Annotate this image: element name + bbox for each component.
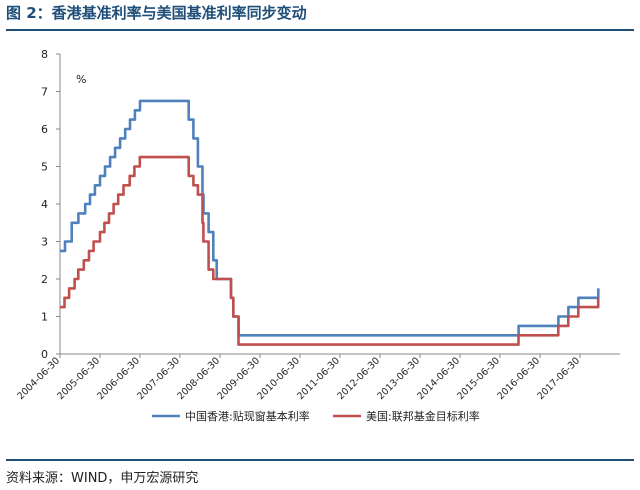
source-note: 资料来源：WIND，申万宏源研究 <box>6 471 199 486</box>
source-rule <box>6 459 634 461</box>
legend-label-2: 美国:联邦基金目标利率 <box>366 409 480 423</box>
y-tick-label: 5 <box>41 161 48 174</box>
y-tick-label: 0 <box>41 348 48 361</box>
rate-line-chart: 0 1 2 3 4 5 6 7 8 2004-06-302005-06-302006-06-30… <box>15 48 620 423</box>
title-rule <box>6 29 634 31</box>
y-tick-label: 3 <box>41 236 48 249</box>
y-tick-label: 7 <box>41 86 48 99</box>
series-line-1 <box>60 99 600 337</box>
x-tick-label: 2017-06-30 <box>535 355 582 402</box>
y-tick-label: 8 <box>41 48 48 61</box>
series-line-2 <box>60 155 600 346</box>
y-axis: 0 1 2 3 4 5 6 7 8 <box>41 48 61 361</box>
chart-legend: 中国香港:贴现窗基本利率 美国:联邦基金目标利率 <box>152 409 480 423</box>
series-layer <box>60 99 600 346</box>
y-tick-label: 1 <box>41 311 48 324</box>
x-axis: 2004-06-302005-06-302006-06-302007-06-30… <box>15 353 620 402</box>
legend-label-1: 中国香港:贴现窗基本利率 <box>185 409 310 423</box>
figure-title: 图 2：香港基准利率与美国基准利率同步变动 <box>6 4 307 22</box>
y-unit-label: % <box>76 73 86 86</box>
y-tick-label: 2 <box>41 273 48 286</box>
y-tick-label: 6 <box>41 123 48 136</box>
y-tick-label: 4 <box>41 198 48 211</box>
